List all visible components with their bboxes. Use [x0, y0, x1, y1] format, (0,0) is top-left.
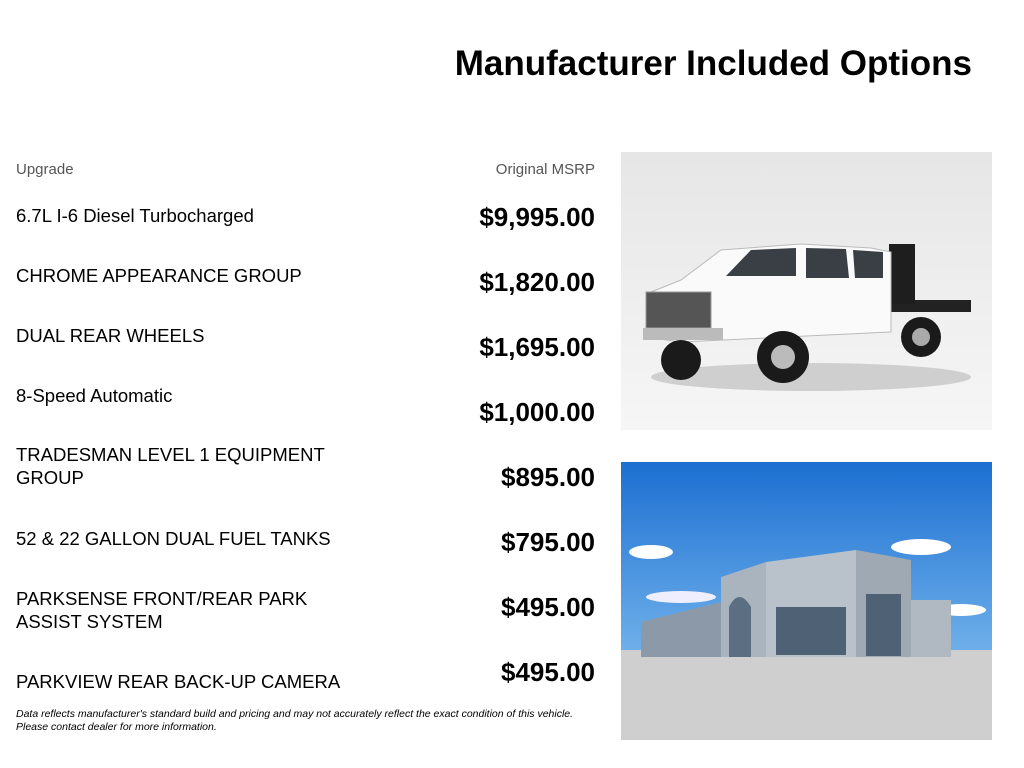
option-name: 8-Speed Automatic — [16, 385, 173, 406]
disclaimer: Data reflects manufacturer's standard bu… — [16, 708, 616, 733]
option-price: $1,695.00 — [479, 332, 595, 362]
option-price: $795.00 — [501, 527, 595, 557]
option-price: $1,820.00 — [479, 267, 595, 297]
option-name: TRADESMAN LEVEL 1 EQUIPMENT GROUP — [16, 444, 325, 488]
dealership-image — [621, 462, 992, 740]
option-name: CHROME APPEARANCE GROUP — [16, 265, 302, 286]
disclaimer-line: Please contact dealer for more informati… — [16, 720, 217, 733]
option-name: DUAL REAR WHEELS — [16, 325, 205, 346]
disclaimer-line: Data reflects manufacturer's standard bu… — [16, 708, 574, 720]
option-name: PARKVIEW REAR BACK-UP CAMERA — [16, 671, 341, 692]
option-price: $9,995.00 — [479, 202, 595, 232]
option-name: 6.7L I-6 Diesel Turbocharged — [16, 205, 254, 226]
option-name: 52 & 22 GALLON DUAL FUEL TANKS — [16, 528, 331, 549]
truck-image — [621, 152, 992, 430]
option-price: $1,000.00 — [479, 397, 595, 427]
page-title: Manufacturer Included Options — [454, 44, 972, 83]
option-name: PARKSENSE FRONT/REAR PARK ASSIST SYSTEM — [16, 588, 308, 632]
upgrade-column-header: Upgrade — [16, 161, 74, 178]
option-price: $495.00 — [501, 592, 595, 622]
msrp-column-header: Original MSRP — [495, 161, 595, 178]
option-price: $495.00 — [501, 657, 595, 687]
option-price: $895.00 — [501, 462, 595, 492]
